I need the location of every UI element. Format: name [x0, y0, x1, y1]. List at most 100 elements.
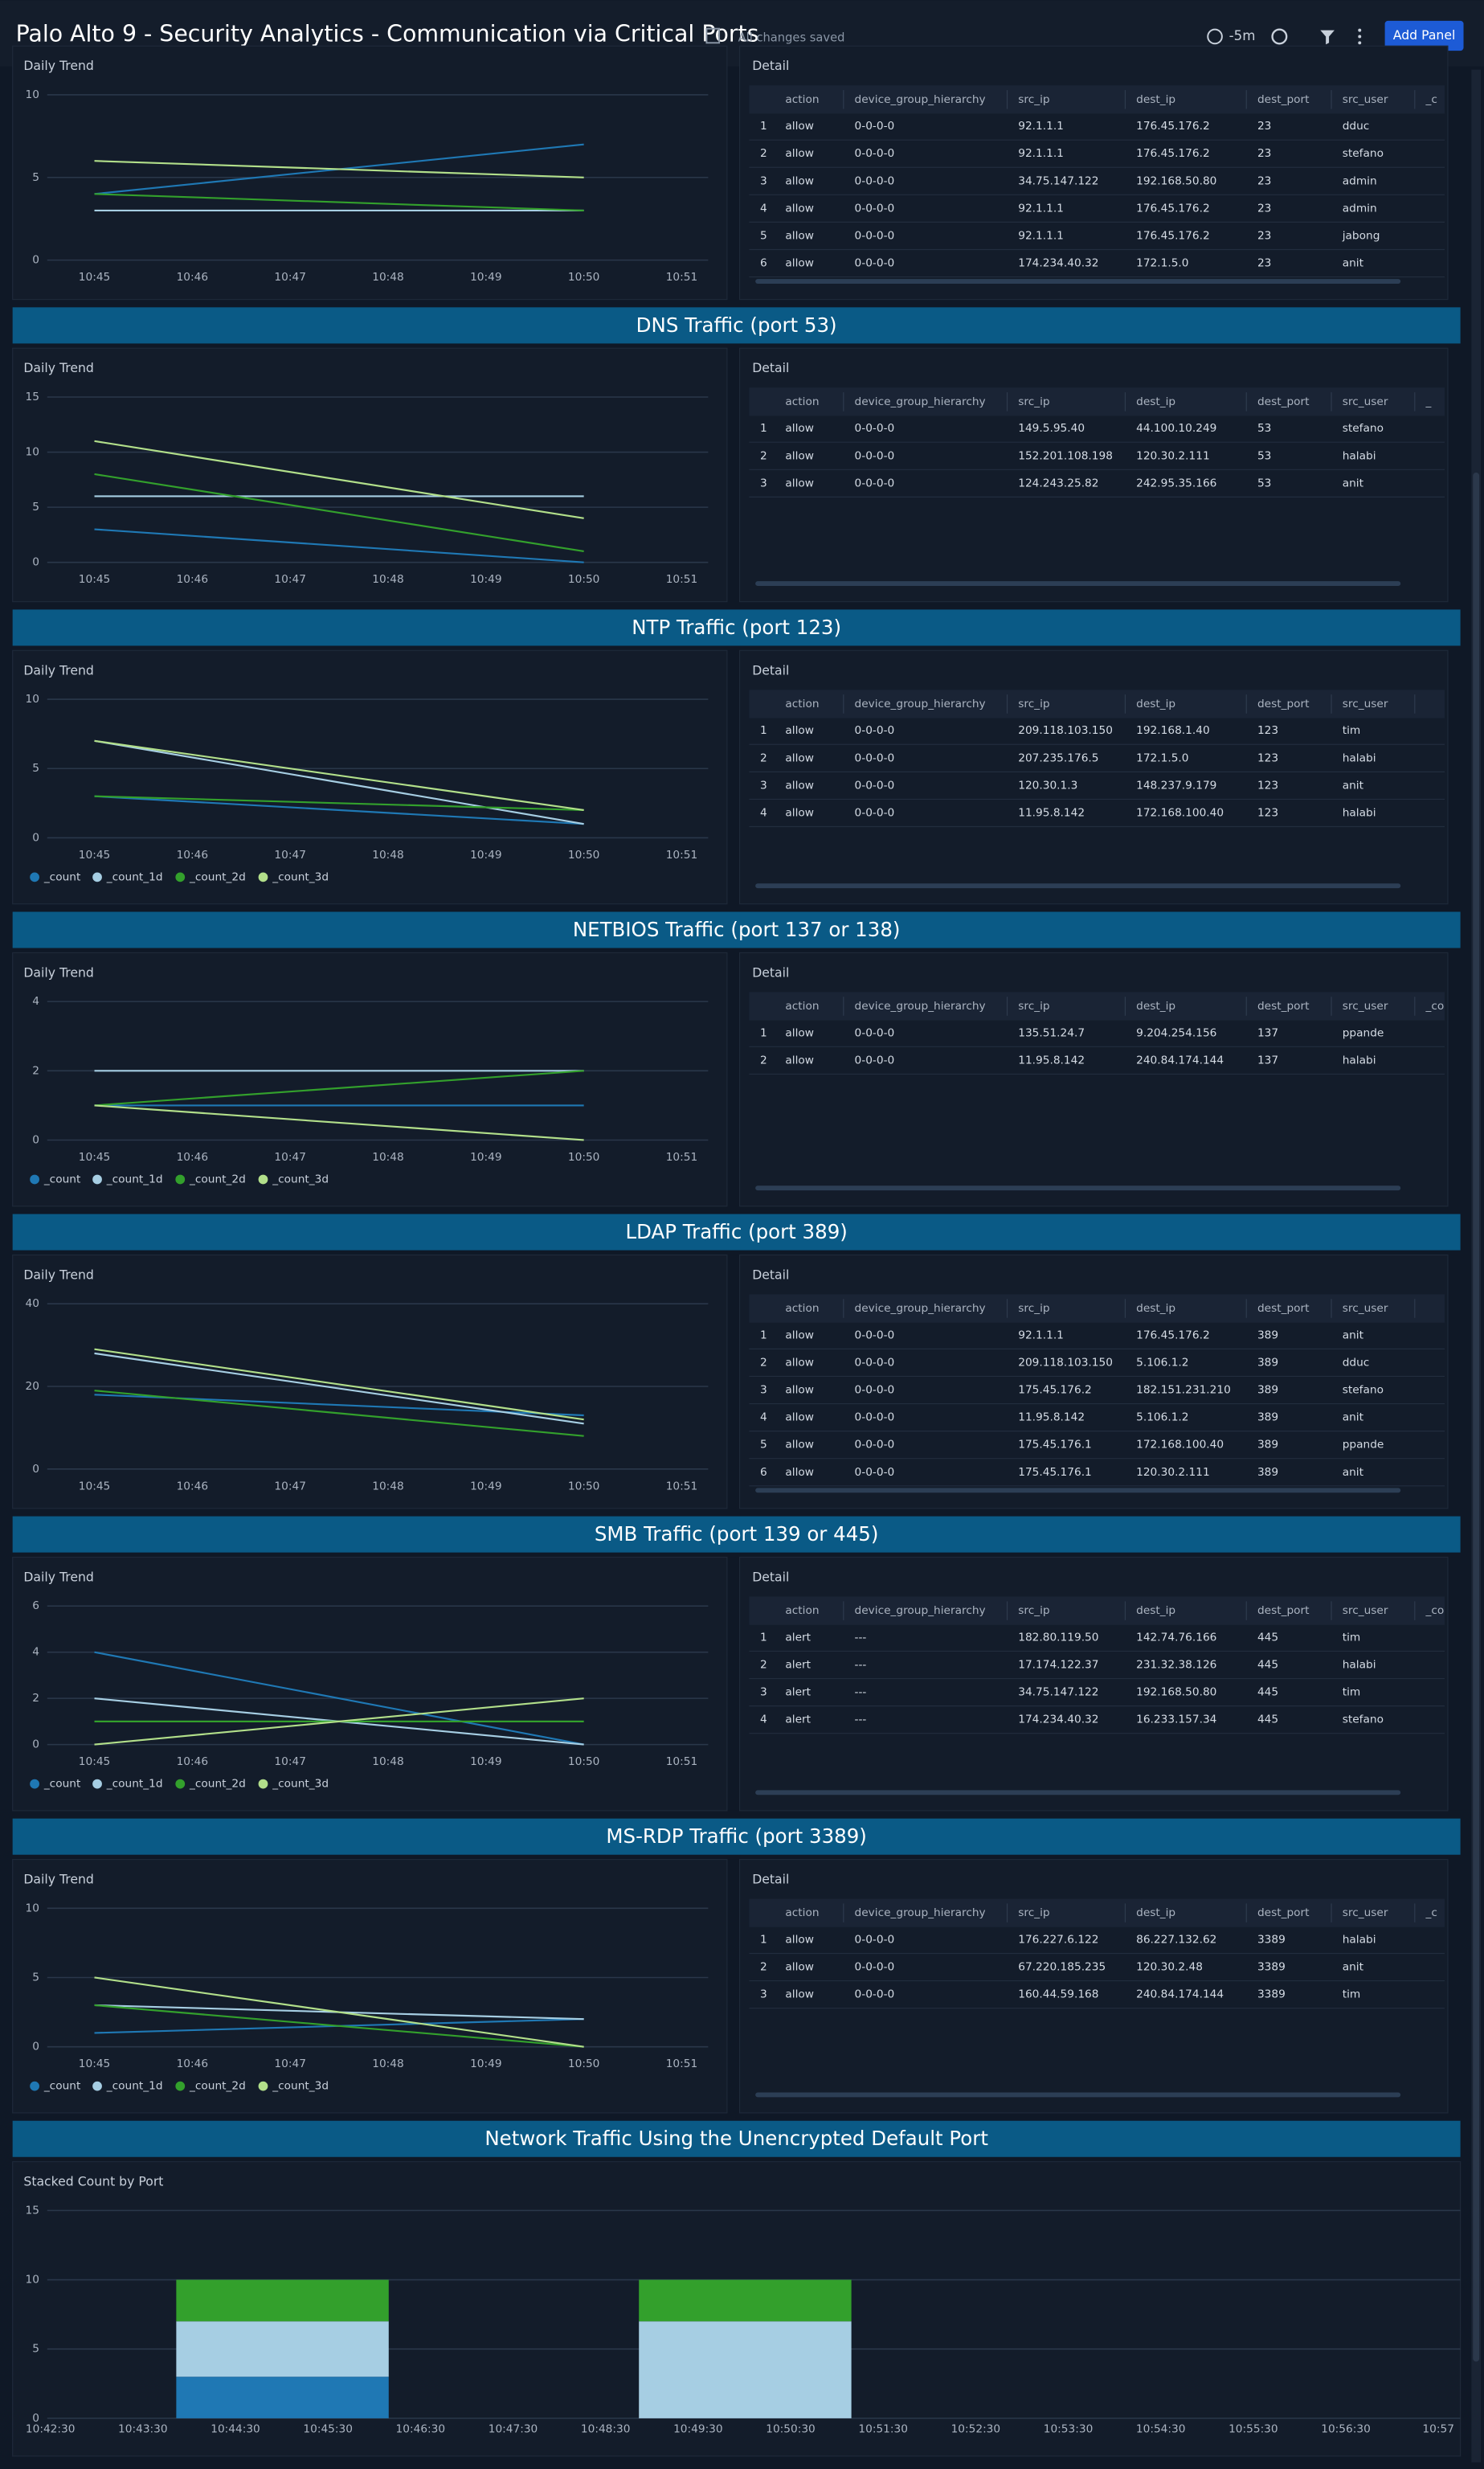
table-cell: 23 [1257, 202, 1271, 215]
table-cell: 0-0-0-0 [855, 1961, 895, 1974]
x-tick-label: 10:46 [177, 2058, 209, 2070]
x-tick-label: 10:47 [274, 271, 305, 284]
chart-clip: Daily Trend 0 2 4 10:45 10:46 10:47 10:48 10:49 1… [23, 964, 709, 1185]
y-tick-label: 5 [32, 501, 39, 514]
table-cell: 209.118.103.150 [1018, 1356, 1113, 1369]
y-tick-label: 0 [32, 2412, 39, 2425]
table-cell: 123 [1257, 724, 1278, 737]
x-tick-label: 10:55:30 [1228, 2423, 1278, 2436]
legend-swatch [175, 1779, 186, 1789]
table-cell: 3389 [1257, 1933, 1286, 1946]
save-status: All changes saved [738, 31, 845, 44]
table-cell: 4 [760, 1411, 767, 1424]
table-cell: 6 [760, 257, 767, 270]
table-cell: 389 [1257, 1466, 1278, 1479]
table-cell: 11.95.8.142 [1018, 1411, 1085, 1424]
table-cell: 1 [760, 1631, 767, 1644]
series-line [94, 160, 584, 178]
column-header: dest_ip [1136, 1000, 1175, 1013]
x-tick-label: 10:50 [568, 2058, 600, 2070]
refresh-icon[interactable] [1271, 28, 1288, 45]
x-tick-label: 10:50 [568, 1755, 600, 1768]
x-tick-label: 10:48 [372, 271, 404, 284]
bar-segment [639, 2321, 852, 2418]
y-tick-label: 2 [32, 1064, 39, 1077]
table-cell: 2 [760, 751, 767, 764]
table-cell: 23 [1257, 120, 1271, 133]
column-header: src_user [1343, 1906, 1388, 1919]
x-tick-label: 10:49 [470, 1480, 502, 1492]
table-cell: --- [855, 1686, 867, 1699]
table-cell: 0-0-0-0 [855, 174, 895, 187]
add-panel-label[interactable]: Add Panel [1393, 27, 1456, 43]
table-header-bg [749, 992, 1445, 1021]
legend-label: _count_3d [272, 870, 329, 883]
table-cell: allow [785, 779, 814, 792]
section-title: Network Traffic Using the Unencrypted De… [484, 2127, 988, 2150]
x-tick-label: 10:46 [177, 1151, 209, 1164]
table-cell: 0-0-0-0 [855, 202, 895, 215]
table-cell: 4 [760, 806, 767, 819]
chart-clip: Daily Trend 0 5 10 10:45 10:46 10:47 10:48 10:49… [23, 1872, 709, 2093]
table-cell: 0-0-0-0 [855, 229, 895, 242]
table-cell: 1 [760, 422, 767, 435]
x-tick-label: 10:50 [568, 849, 600, 862]
time-range[interactable]: -5m [1229, 28, 1256, 43]
legend-swatch [175, 872, 186, 882]
table-cell: 182.80.119.50 [1018, 1631, 1098, 1644]
column-header: action [785, 698, 819, 710]
chart-label: Daily Trend [23, 964, 93, 980]
table-cell: 0-0-0-0 [855, 120, 895, 133]
section-title-bar [12, 1214, 1461, 1251]
series-line [94, 1104, 584, 1141]
x-tick-label: 10:47:30 [489, 2423, 538, 2436]
table-cell: 1 [760, 120, 767, 133]
column-header: dest_port [1257, 1302, 1310, 1315]
table-cell: 3389 [1257, 1961, 1286, 1974]
y-tick-label: 0 [32, 831, 39, 844]
x-tick-label: 10:47 [274, 1480, 305, 1492]
column-header: dest_ip [1136, 93, 1175, 106]
table-cell: 175.45.176.1 [1018, 1439, 1092, 1452]
scrollbar-thumb[interactable] [1473, 473, 1480, 2362]
section-title-bar [12, 1516, 1461, 1553]
table-cell: 149.5.95.40 [1018, 422, 1085, 435]
table-cell: 172.168.100.40 [1136, 806, 1224, 819]
column-header: _c [1425, 1906, 1437, 1919]
x-tick-label: 10:45 [79, 1755, 111, 1768]
table-cell: allow [785, 257, 814, 270]
add-panel-button[interactable] [1384, 20, 1464, 51]
table-cell: 389 [1257, 1384, 1278, 1397]
x-tick-label: 10:42:30 [26, 2423, 76, 2436]
column-header: dest_ip [1136, 1906, 1175, 1919]
more-icon[interactable] [1358, 28, 1362, 45]
table-cell: 192.168.50.80 [1136, 1686, 1216, 1699]
table-cell: 5 [760, 1439, 767, 1452]
table-label: Detail [752, 360, 789, 375]
column-header: src_ip [1018, 395, 1049, 408]
y-tick-label: 0 [32, 556, 39, 569]
table-cell: 23 [1257, 174, 1271, 187]
table-cell: 0-0-0-0 [855, 422, 895, 435]
table-panel [738, 1556, 1449, 1812]
table-cell: anit [1343, 1466, 1364, 1479]
legend-label: _count_1d [106, 1173, 163, 1185]
table-cell: 445 [1257, 1658, 1278, 1671]
table-scrollbar [755, 1185, 1401, 1191]
x-tick-label: 10:43:30 [118, 2423, 168, 2436]
x-tick-label: 10:48 [372, 1151, 404, 1164]
table-cell: allow [785, 1439, 814, 1452]
table-cell: 9.204.254.156 [1136, 1026, 1216, 1039]
table-cell: 135.51.24.7 [1018, 1026, 1085, 1039]
legend-swatch [258, 2081, 268, 2091]
edit-icon[interactable] [705, 27, 721, 44]
y-tick-label: 5 [32, 171, 39, 184]
y-tick-label: 10 [26, 1902, 39, 1914]
time-picker[interactable] [1207, 28, 1223, 45]
filter-icon[interactable] [1320, 30, 1335, 45]
table-cell: 3 [760, 779, 767, 792]
table-cell: 123 [1257, 806, 1278, 819]
table-cell: 192.168.1.40 [1136, 724, 1210, 737]
